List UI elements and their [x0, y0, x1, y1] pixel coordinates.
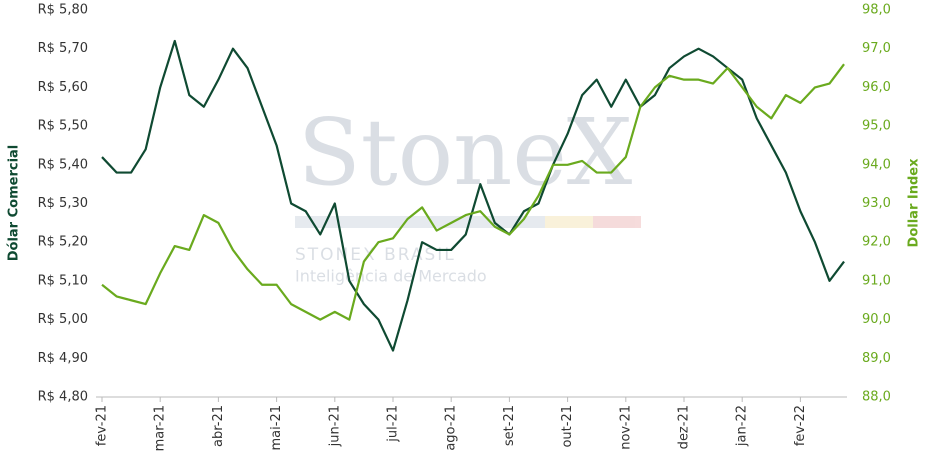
watermark-text: STONEX BRASIL: [295, 245, 456, 265]
watermark-text: Inteligência de Mercado: [295, 267, 487, 286]
y2-tick-label: 94,0: [862, 157, 891, 172]
x-tick-label: jun-21: [327, 405, 342, 447]
y-tick-label: R$ 5,00: [38, 312, 88, 327]
y2-tick-label: 88,0: [862, 390, 891, 405]
x-tick-label: jul-21: [386, 405, 401, 443]
y-tick-label: R$ 5,60: [38, 80, 88, 95]
x-tick-label: abr-21: [211, 405, 226, 447]
x-tick-label: jan-22: [735, 405, 750, 447]
y2-tick-label: 93,0: [862, 196, 891, 211]
watermark-bar: [545, 216, 593, 228]
y2-tick-label: 98,0: [862, 3, 891, 18]
y2-tick-label: 91,0: [862, 273, 891, 288]
y-tick-label: R$ 4,80: [38, 390, 88, 405]
x-tick-label: fev-21: [95, 405, 110, 446]
watermark-logo: StoneX: [298, 99, 633, 206]
y-tick-label: R$ 5,70: [38, 41, 88, 56]
y-tick-label: R$ 5,10: [38, 273, 88, 288]
x-tick-label: fev-22: [793, 405, 808, 446]
line-series: [101, 39, 845, 352]
watermark-bar: [593, 216, 641, 228]
y-axis-title: Dólar Comercial: [7, 145, 22, 262]
y2-tick-label: 89,0: [862, 351, 891, 366]
y-tick-label: R$ 5,80: [38, 3, 88, 18]
x-tick-label: out-21: [560, 405, 575, 448]
y2-tick-label: 95,0: [862, 119, 891, 134]
y-tick-label: R$ 4,90: [38, 351, 88, 366]
y-tick-label: R$ 5,40: [38, 157, 88, 172]
y-tick-label: R$ 5,20: [38, 235, 88, 250]
watermark: StoneX STONEX BRASIL Inteligência de Mer…: [295, 99, 641, 286]
y2-tick-label: 96,0: [862, 80, 891, 95]
y-tick-label: R$ 5,30: [38, 196, 88, 211]
line-series: [101, 63, 845, 321]
x-tick-label: ago-21: [444, 405, 459, 451]
x-tick-label: mar-21: [153, 405, 168, 451]
x-tick-label: set-21: [502, 405, 517, 446]
y2-tick-label: 90,0: [862, 312, 891, 327]
x-tick-label: nov-21: [618, 405, 633, 450]
y2-tick-label: 97,0: [862, 41, 891, 56]
y2-axis-title: Dollar Index: [907, 158, 922, 248]
y2-tick-label: 92,0: [862, 235, 891, 250]
x-tick-label: mai-21: [269, 405, 284, 450]
x-tick-label: dez-21: [677, 405, 692, 449]
y-tick-label: R$ 5,50: [38, 119, 88, 134]
